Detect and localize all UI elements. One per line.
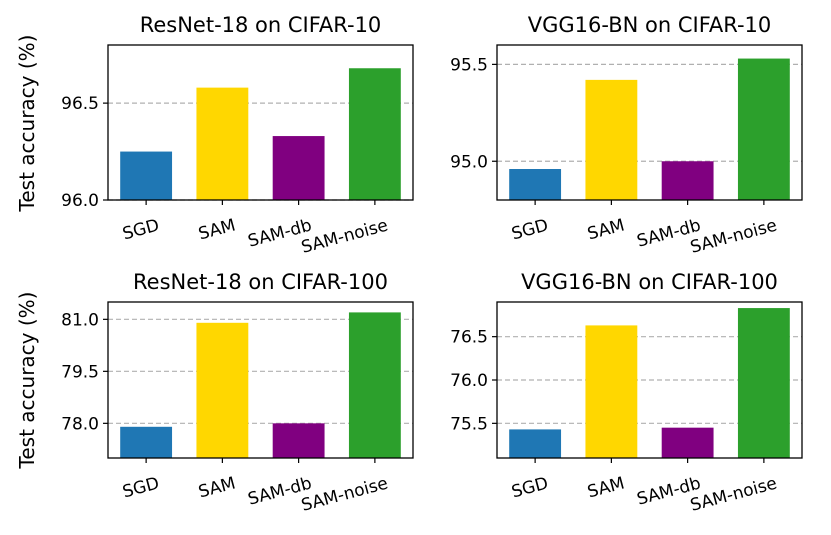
x-tick-label: SGD bbox=[509, 216, 550, 245]
bar-sam-noise bbox=[348, 312, 401, 458]
y-tick-label: 81.0 bbox=[61, 310, 99, 330]
bar-sgd bbox=[509, 429, 562, 458]
y-tick-label: 95.0 bbox=[450, 152, 488, 172]
plot-frame bbox=[107, 301, 414, 459]
y-tick-label: 95.5 bbox=[450, 55, 488, 75]
x-tick-label: SAM bbox=[585, 474, 626, 503]
y-tick-label: 96.0 bbox=[61, 191, 99, 211]
y-tick-label: 79.5 bbox=[61, 362, 99, 382]
bar-sam bbox=[196, 322, 249, 458]
bar-sam-noise bbox=[737, 308, 790, 458]
chart-title: ResNet-18 on CIFAR-100 bbox=[133, 270, 388, 294]
chart-title: ResNet-18 on CIFAR-10 bbox=[140, 13, 382, 37]
y-tick-label: 75.5 bbox=[450, 414, 488, 434]
subplot-3: ResNet-18 on CIFAR-100 78.0 79.5 81.0 SGD SAM… bbox=[15, 270, 414, 516]
bar-sgd bbox=[120, 426, 173, 458]
y-tick-label: 78.0 bbox=[61, 414, 99, 434]
x-tick-label: SGD bbox=[509, 474, 550, 503]
x-tick-label: SAM bbox=[585, 216, 626, 245]
x-tick-label: SGD bbox=[120, 216, 161, 245]
y-axis-label: Test accuracy (%) bbox=[15, 292, 39, 470]
y-tick-label: 96.5 bbox=[61, 94, 99, 114]
bar-sgd bbox=[120, 151, 173, 200]
bar-sam-db bbox=[661, 161, 714, 200]
bar-sam-noise bbox=[737, 58, 790, 200]
bar-sam bbox=[585, 79, 638, 200]
x-tick-label: SAM-noise bbox=[688, 216, 779, 258]
bar-sam-db bbox=[661, 427, 714, 458]
bar-sam bbox=[585, 325, 638, 458]
x-tick-label: SAM bbox=[196, 474, 237, 503]
bar-sam bbox=[196, 87, 249, 200]
y-tick-label: 76.0 bbox=[450, 371, 488, 391]
chart-title: VGG16-BN on CIFAR-100 bbox=[521, 270, 778, 294]
plot-frame bbox=[496, 44, 803, 201]
x-tick-label: SAM-noise bbox=[688, 474, 779, 516]
x-tick-label: SAM bbox=[196, 216, 237, 245]
bar-sam-db bbox=[272, 423, 325, 458]
subplot-4: VGG16-BN on CIFAR-100 75.5 76.0 76.5 SGD SAM S… bbox=[450, 270, 803, 516]
y-axis-label: Test accuracy (%) bbox=[15, 35, 39, 213]
x-tick-label: SAM-noise bbox=[299, 474, 390, 516]
x-tick-label: SAM-noise bbox=[299, 216, 390, 258]
bar-sam-noise bbox=[348, 68, 401, 200]
y-tick-label: 76.5 bbox=[450, 328, 488, 348]
plot-frame bbox=[107, 44, 414, 201]
chart-title: VGG16-BN on CIFAR-10 bbox=[528, 13, 772, 37]
bar-sam-db bbox=[272, 136, 325, 200]
bar-sgd bbox=[509, 169, 562, 200]
x-tick-label: SGD bbox=[120, 474, 161, 503]
